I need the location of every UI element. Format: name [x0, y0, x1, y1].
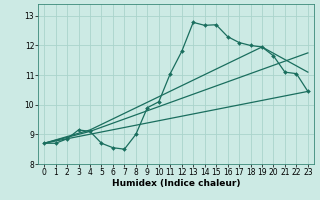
X-axis label: Humidex (Indice chaleur): Humidex (Indice chaleur)	[112, 179, 240, 188]
